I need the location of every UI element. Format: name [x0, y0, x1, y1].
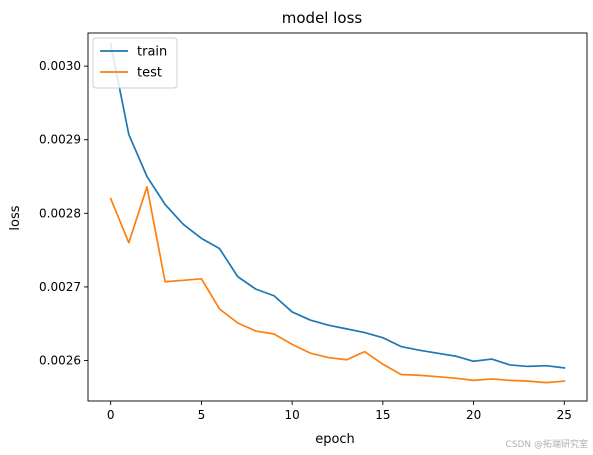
- series-line-test: [109, 185, 566, 384]
- series-line-train: [109, 43, 566, 369]
- legend-label-test: test: [137, 66, 162, 81]
- x-axis-title: epoch: [315, 432, 355, 447]
- y-tick-label: 0.0030: [39, 59, 81, 73]
- watermark: CSDN @拓端研究室: [505, 438, 588, 450]
- y-tick-label: 0.0029: [39, 133, 81, 147]
- y-tick-label: 0.0028: [39, 206, 81, 220]
- y-axis-title: loss: [8, 205, 23, 230]
- legend: train test: [92, 37, 178, 89]
- plot-area: 0 5 10 15 20 25 0.0026 0.0027 0.0028 0.0029 0.0030: [39, 32, 588, 422]
- chart-title: model loss: [282, 9, 363, 27]
- x-tick-label: 20: [466, 408, 481, 422]
- y-tick-label: 0.0027: [39, 280, 81, 294]
- x-tick-label: 25: [557, 408, 572, 422]
- plot-frame: [87, 32, 588, 402]
- y-tick-label: 0.0026: [39, 354, 81, 368]
- x-tick-label: 15: [375, 408, 390, 422]
- x-tick-label: 5: [198, 408, 206, 422]
- x-tick-label: 10: [284, 408, 299, 422]
- legend-label-train: train: [137, 45, 167, 60]
- x-tick-label: 0: [107, 408, 115, 422]
